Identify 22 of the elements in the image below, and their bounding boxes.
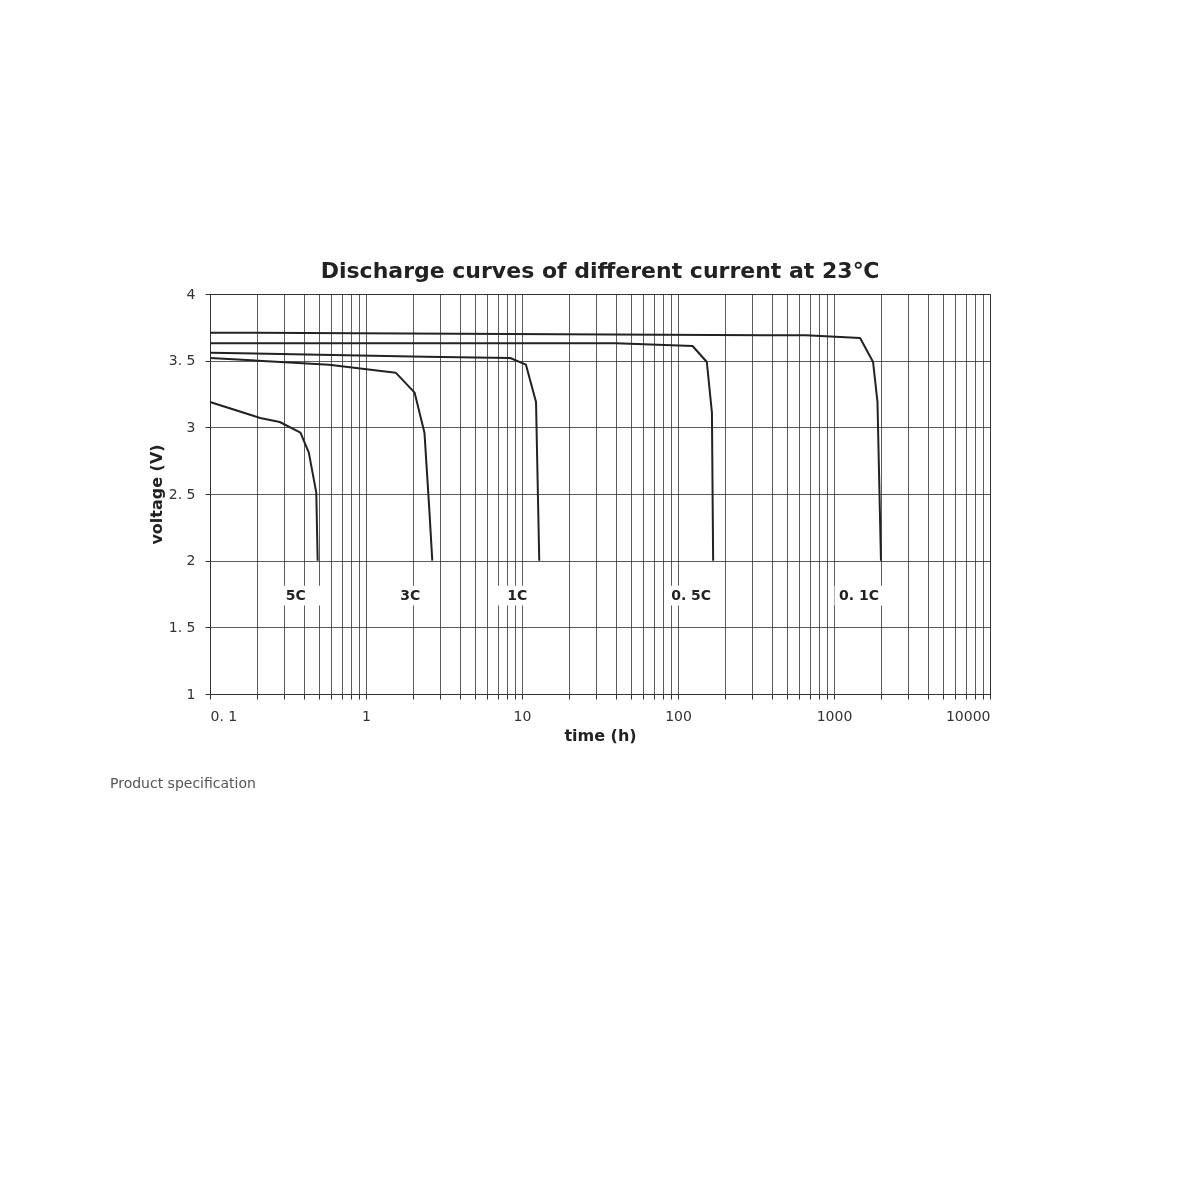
- text: 1C: [507, 586, 528, 603]
- y-axis-title: voltage (V): [146, 444, 166, 545]
- y-tick-label: 1: [186, 685, 196, 702]
- x-tick-label: 10: [513, 707, 532, 724]
- text: 5C: [285, 586, 306, 603]
- series-label: 0. 5C: [671, 586, 712, 603]
- y-tick-label: 1. 5: [168, 618, 196, 635]
- x-axis-title: time (h): [564, 725, 637, 745]
- x-tick-label: 0. 1: [210, 707, 238, 724]
- x-tick-label: 1: [362, 707, 371, 724]
- y-tick-label: 2: [186, 552, 196, 569]
- y-tick-label: 3: [186, 418, 196, 435]
- series-label: 0. 1C: [838, 586, 879, 603]
- y-tick-label: 3. 5: [168, 352, 196, 369]
- text: 3C: [400, 586, 421, 603]
- y-tick-label: 2. 5: [168, 485, 196, 502]
- chart-title: Discharge curves of different current at 23℃: [320, 258, 880, 283]
- x-tick-label: 100: [665, 707, 692, 724]
- text: Product specification: [110, 775, 256, 791]
- y-tick-label: 4: [186, 285, 196, 302]
- x-tick-label: 10000: [945, 707, 991, 724]
- x-tick-label: 1000: [816, 707, 853, 724]
